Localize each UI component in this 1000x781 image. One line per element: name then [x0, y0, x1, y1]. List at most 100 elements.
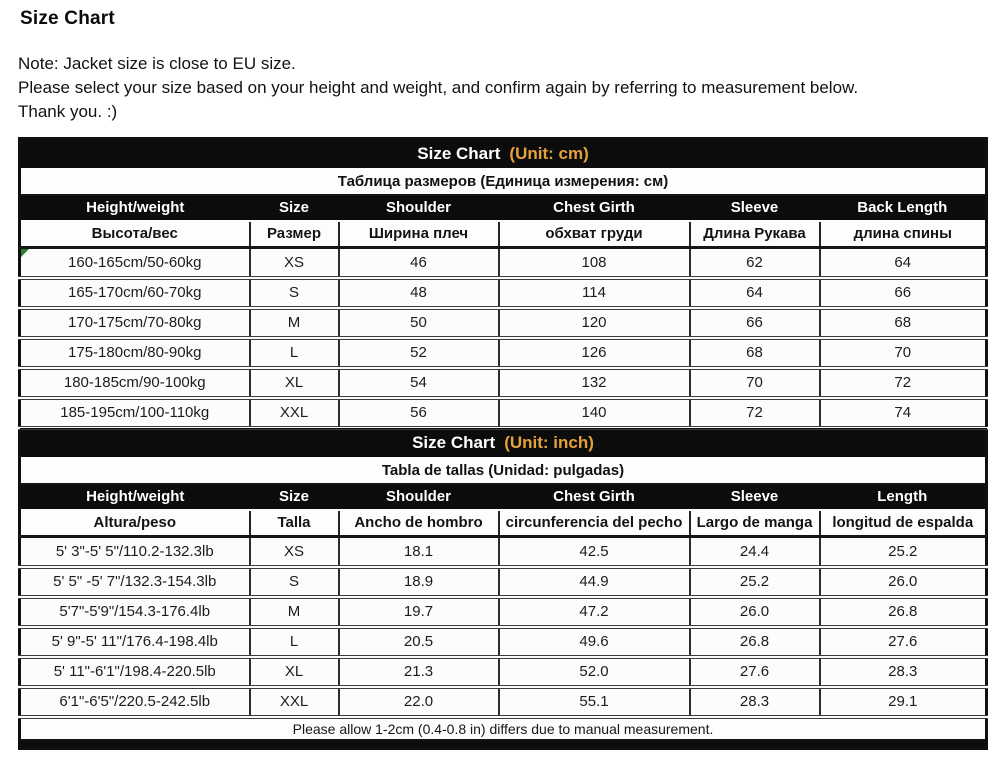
length-cell: 28.3	[818, 656, 988, 689]
chest-girth-cell: 47.2	[497, 596, 691, 629]
size-cell: S	[248, 277, 340, 310]
inch-subtitle-row: Tabla de tallas (Unidad: pulgadas)	[19, 457, 987, 485]
column-header-local: Talla	[248, 509, 340, 538]
column-header-local: Ancho de hombro	[337, 509, 500, 538]
table-row: 170-175cm/70-80kg M 50 120 66 68	[18, 307, 988, 340]
chest-girth-cell: 49.6	[497, 626, 691, 659]
cm-banner-row: Size Chart (Unit: cm)	[19, 138, 987, 170]
height-weight-cell: 6'1"-6'5"/220.5-242.5lb	[18, 686, 251, 719]
shoulder-cell: 50	[337, 307, 500, 340]
table-row: 180-185cm/90-100kg XL 54 132 70 72	[18, 367, 988, 400]
inch-subtitle: Tabla de tallas (Unidad: pulgadas)	[19, 457, 987, 485]
column-header-local: Высота/вес	[18, 220, 251, 249]
column-header-local: circunferencia del pecho	[497, 509, 691, 538]
cell-corner-marker	[21, 249, 29, 257]
sleeve-cell: 70	[688, 367, 821, 400]
note-line: Thank you. :)	[18, 102, 118, 121]
table-row: 5' 11"-6'1"/198.4-220.5lb XL 21.3 52.0 2…	[18, 656, 988, 689]
page-title: Size Chart	[20, 8, 115, 29]
column-header: Height/weight	[19, 483, 250, 511]
back-length-cell: 74	[818, 397, 988, 430]
size-cell: L	[248, 626, 340, 659]
sleeve-cell: 66	[688, 307, 821, 340]
column-header-local: длина спины	[818, 220, 988, 249]
inch-banner: Size Chart (Unit: inch)	[19, 427, 987, 459]
size-cell: XXL	[248, 397, 340, 430]
column-header-local: Длина Рукава	[688, 220, 821, 249]
height-weight-cell: 165-170cm/60-70kg	[18, 277, 251, 310]
sleeve-cell: 26.0	[688, 596, 821, 629]
note-line: Please select your size based on your he…	[18, 78, 859, 97]
chest-girth-cell: 120	[497, 307, 691, 340]
column-header-local: Altura/peso	[18, 509, 251, 538]
height-weight-cell: 5' 3"-5' 5"/110.2-132.3lb	[18, 536, 251, 569]
inch-header-row-en: Height/weight Size Shoulder Chest Girth …	[19, 483, 987, 511]
inch-header-row-es: Altura/peso Talla Ancho de hombro circun…	[18, 509, 988, 538]
cm-subtitle-row: Таблица размеров (Единица измерения: см)	[19, 168, 987, 196]
chest-girth-cell: 55.1	[497, 686, 691, 719]
height-weight-cell: 5' 11"-6'1"/198.4-220.5lb	[18, 656, 251, 689]
size-cell: XL	[248, 367, 340, 400]
length-cell: 26.0	[818, 566, 988, 599]
table-row: 5' 5" -5' 7"/132.3-154.3lb S 18.9 44.9 2…	[18, 566, 988, 599]
column-header: Chest Girth	[498, 483, 690, 511]
column-header: Back Length	[819, 194, 987, 222]
column-header-local: обхват груди	[497, 220, 691, 249]
sleeve-cell: 68	[688, 337, 821, 370]
back-length-cell: 68	[818, 307, 988, 340]
height-weight-cell: 5' 5" -5' 7"/132.3-154.3lb	[18, 566, 251, 599]
column-header: Chest Girth	[498, 194, 690, 222]
cell-value: 160-165cm/50-60kg	[68, 253, 202, 271]
chest-girth-cell: 108	[497, 247, 691, 280]
size-cell: XS	[248, 247, 340, 280]
column-header: Size	[249, 483, 339, 511]
chest-girth-cell: 52.0	[497, 656, 691, 689]
table-row: 160-165cm/50-60kg XS 46 108 62 64	[18, 247, 988, 280]
back-length-cell: 66	[818, 277, 988, 310]
shoulder-cell: 20.5	[337, 626, 500, 659]
height-weight-cell: 5' 9"-5' 11"/176.4-198.4lb	[18, 626, 251, 659]
column-header: Height/weight	[19, 194, 250, 222]
table-row: 165-170cm/60-70kg S 48 114 64 66	[18, 277, 988, 310]
height-weight-cell: 170-175cm/70-80kg	[18, 307, 251, 340]
cm-banner-title: Size Chart	[417, 143, 501, 163]
sleeve-cell: 62	[688, 247, 821, 280]
column-header-local: Размер	[248, 220, 340, 249]
column-header: Sleeve	[689, 194, 820, 222]
sleeve-cell: 27.6	[688, 656, 821, 689]
sleeve-cell: 64	[688, 277, 821, 310]
height-weight-cell: 5'7"-5'9"/154.3-176.4lb	[18, 596, 251, 629]
column-header-local: Ширина плеч	[337, 220, 500, 249]
column-header: Sleeve	[689, 483, 820, 511]
back-length-cell: 64	[818, 247, 988, 280]
column-header-local: longitud de espalda	[818, 509, 988, 538]
shoulder-cell: 18.1	[337, 536, 500, 569]
column-header-local: Largo de manga	[688, 509, 821, 538]
table-row: 5' 9"-5' 11"/176.4-198.4lb L 20.5 49.6 2…	[18, 626, 988, 659]
size-cell: XXL	[248, 686, 340, 719]
inch-banner-title: Size Chart	[412, 433, 496, 452]
chest-girth-cell: 140	[497, 397, 691, 430]
shoulder-cell: 18.9	[337, 566, 500, 599]
sleeve-cell: 25.2	[688, 566, 821, 599]
sleeve-cell: 28.3	[688, 686, 821, 719]
height-weight-cell: 185-195cm/100-110kg	[18, 397, 251, 430]
cm-subtitle: Таблица размеров (Единица измерения: см)	[19, 168, 987, 196]
measurement-note-row: Please allow 1-2cm (0.4-0.8 in) differs …	[19, 715, 987, 741]
length-cell: 26.8	[818, 596, 988, 629]
table-row: 5'7"-5'9"/154.3-176.4lb M 19.7 47.2 26.0…	[18, 596, 988, 629]
cm-banner: Size Chart (Unit: cm)	[19, 138, 987, 170]
length-cell: 29.1	[818, 686, 988, 719]
length-cell: 27.6	[818, 626, 988, 659]
cm-banner-unit: (Unit: cm)	[509, 143, 589, 163]
height-weight-cell: 175-180cm/80-90kg	[18, 337, 251, 370]
height-weight-cell: 160-165cm/50-60kg	[18, 247, 251, 280]
column-header: Size	[249, 194, 339, 222]
shoulder-cell: 46	[337, 247, 500, 280]
table-row: 6'1"-6'5"/220.5-242.5lb XXL 22.0 55.1 28…	[18, 686, 988, 719]
size-cell: L	[248, 337, 340, 370]
height-weight-cell: 180-185cm/90-100kg	[18, 367, 251, 400]
shoulder-cell: 48	[337, 277, 500, 310]
size-cell: M	[248, 596, 340, 629]
